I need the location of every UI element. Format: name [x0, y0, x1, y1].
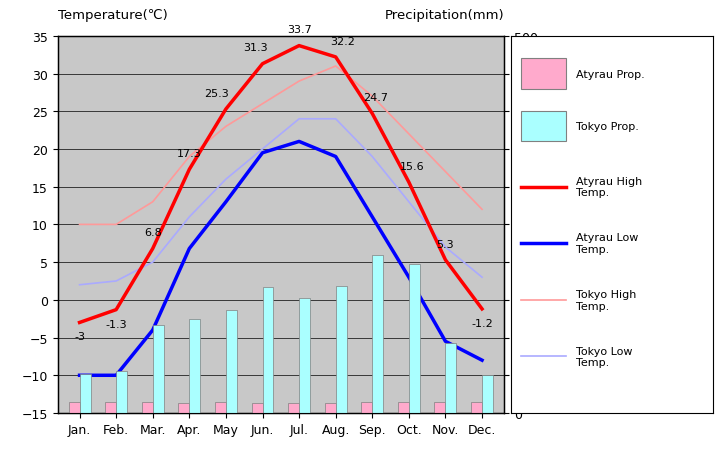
Bar [189, 319, 200, 413]
Text: 6.8: 6.8 [144, 228, 161, 238]
Text: 5.3: 5.3 [436, 239, 454, 249]
Text: 31.3: 31.3 [243, 43, 268, 53]
Bar [361, 403, 372, 413]
Bar [251, 403, 263, 413]
Bar [79, 374, 91, 413]
Text: -3: -3 [74, 331, 85, 341]
Bar [409, 265, 420, 413]
Text: Atyrau Prop.: Atyrau Prop. [576, 69, 644, 79]
Bar [226, 310, 237, 413]
Bar [105, 403, 116, 413]
Text: Atyrau High
Temp.: Atyrau High Temp. [576, 177, 642, 198]
Bar [142, 403, 153, 413]
Text: Atyrau Low
Temp.: Atyrau Low Temp. [576, 233, 638, 254]
Bar [398, 403, 409, 413]
Text: Tokyo Prop.: Tokyo Prop. [576, 122, 639, 132]
FancyBboxPatch shape [521, 112, 566, 142]
Bar [446, 343, 456, 413]
Bar [288, 403, 299, 413]
Bar [299, 298, 310, 413]
Text: -1.2: -1.2 [471, 318, 493, 328]
Bar [263, 287, 274, 413]
Text: Tokyo Low
Temp.: Tokyo Low Temp. [576, 346, 632, 367]
FancyBboxPatch shape [521, 59, 566, 90]
Text: 24.7: 24.7 [364, 93, 388, 103]
Text: Tokyo High
Temp.: Tokyo High Temp. [576, 290, 636, 311]
Text: 15.6: 15.6 [400, 162, 425, 172]
Bar [336, 286, 346, 413]
Text: 17.3: 17.3 [177, 149, 202, 159]
Text: 33.7: 33.7 [287, 25, 312, 35]
Text: 32.2: 32.2 [330, 37, 356, 46]
Bar [179, 403, 189, 413]
Bar [68, 402, 79, 413]
Bar [153, 325, 163, 413]
Bar [215, 403, 226, 413]
Text: Precipitation(mm): Precipitation(mm) [384, 9, 504, 22]
Bar [116, 371, 127, 413]
Bar [325, 403, 336, 413]
Bar [482, 375, 493, 413]
Bar [372, 256, 383, 413]
Text: Temperature(℃): Temperature(℃) [58, 9, 167, 22]
Bar [471, 402, 482, 413]
Text: -1.3: -1.3 [105, 319, 127, 329]
Text: 25.3: 25.3 [204, 89, 229, 98]
Bar [434, 403, 446, 413]
